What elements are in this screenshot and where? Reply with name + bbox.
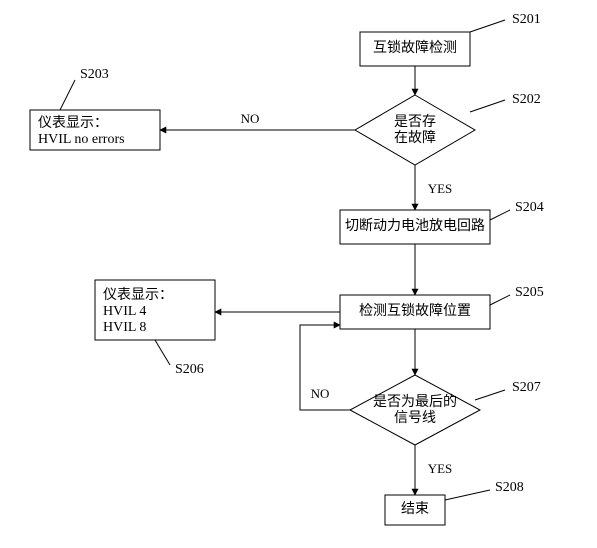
step-label-s204: S204 bbox=[515, 200, 544, 215]
svg-text:是否存: 是否存 bbox=[394, 114, 436, 130]
leader-s205 bbox=[490, 295, 510, 305]
node-s203: 仪表显示： HVIL no errors bbox=[30, 110, 160, 150]
node-s201: 互锁故障检测 bbox=[360, 32, 470, 66]
leader-s202 bbox=[470, 100, 505, 112]
step-label-s202: S202 bbox=[512, 92, 541, 107]
step-label-s203: S203 bbox=[80, 67, 109, 82]
edge-label-no-1: NO bbox=[241, 111, 260, 126]
edge-label-yes-1: YES bbox=[428, 181, 453, 196]
node-s204: 切断动力电池放电回路 bbox=[340, 210, 490, 244]
step-label-s207: S207 bbox=[512, 380, 541, 395]
svg-text:结束: 结束 bbox=[401, 501, 429, 517]
svg-text:仪表显示：: 仪表显示： bbox=[38, 115, 108, 131]
svg-text:互锁故障检测: 互锁故障检测 bbox=[373, 40, 457, 56]
svg-text:在故障: 在故障 bbox=[394, 130, 436, 146]
node-s202: 是否存 在故障 bbox=[355, 95, 475, 165]
node-s205: 检测互锁故障位置 bbox=[340, 295, 490, 329]
step-label-s205: S205 bbox=[515, 285, 544, 300]
svg-text:检测互锁故障位置: 检测互锁故障位置 bbox=[359, 303, 471, 319]
node-s208: 结束 bbox=[385, 495, 445, 525]
svg-text:HVIL 4: HVIL 4 bbox=[103, 304, 146, 319]
leader-s208 bbox=[445, 490, 490, 500]
svg-text:HVIL 8: HVIL 8 bbox=[103, 320, 146, 335]
node-s207: 是否为最后的 信号线 bbox=[350, 375, 480, 445]
step-label-s208: S208 bbox=[495, 480, 524, 495]
svg-text:HVIL no errors: HVIL no errors bbox=[38, 132, 125, 147]
leader-s207 bbox=[475, 390, 505, 400]
leader-s201 bbox=[470, 20, 505, 32]
svg-text:信号线: 信号线 bbox=[394, 410, 436, 426]
svg-text:切断动力电池放电回路: 切断动力电池放电回路 bbox=[345, 218, 485, 234]
svg-text:仪表显示：: 仪表显示： bbox=[103, 287, 173, 303]
node-s206: 仪表显示： HVIL 4 HVIL 8 bbox=[95, 280, 215, 340]
leader-s204 bbox=[490, 210, 510, 220]
step-label-s206: S206 bbox=[175, 362, 204, 377]
leader-s203 bbox=[60, 80, 75, 110]
edge-label-yes-2: YES bbox=[428, 461, 453, 476]
edge-label-no-2: NO bbox=[311, 386, 330, 401]
step-label-s201: S201 bbox=[512, 12, 541, 27]
svg-text:是否为最后的: 是否为最后的 bbox=[373, 394, 457, 410]
leader-s206 bbox=[155, 340, 170, 365]
